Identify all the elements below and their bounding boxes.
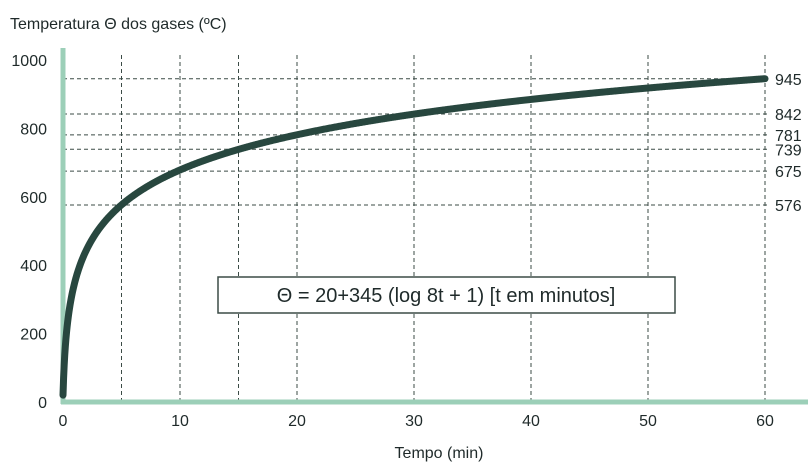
- y-tick-label: 200: [20, 327, 47, 344]
- x-tick-label: 60: [756, 413, 774, 430]
- x-tick-label: 40: [522, 413, 540, 430]
- x-tick-label: 30: [405, 413, 423, 430]
- x-tick-label: 50: [639, 413, 657, 430]
- right-temperature-label: 781: [775, 128, 802, 145]
- right-temperature-label: 739: [775, 142, 802, 159]
- y-tick-label: 0: [38, 395, 47, 412]
- formula-box: Θ = 20+345 (log 8t + 1) [t em minutos]: [217, 276, 676, 314]
- formula-box-frame: [217, 276, 676, 314]
- grid-layer: [63, 52, 770, 402]
- x-tick-label: 0: [59, 413, 68, 430]
- series-layer: [59, 75, 769, 399]
- formula-text: Θ = 20+345 (log 8t + 1) [t em minutos]: [277, 285, 616, 307]
- right-temperature-label: 675: [775, 164, 802, 181]
- chart-title: Temperatura Θ dos gases (ºC): [10, 16, 227, 33]
- x-tick-label: 20: [288, 413, 306, 430]
- y-tick-label: 800: [20, 121, 47, 138]
- right-temperature-label: 842: [775, 107, 802, 124]
- tick-layer: 0 200 400 600 800 1000 0 10 20 30 40 50 60: [11, 53, 774, 430]
- x-tick-label: 10: [171, 413, 189, 430]
- y-tick-label: 400: [20, 258, 47, 275]
- y-tick-label: 600: [20, 190, 47, 207]
- right-temperature-label: 576: [775, 198, 802, 215]
- temperature-curve: [59, 75, 769, 399]
- axis-layer: [60, 48, 808, 405]
- right-temperature-label: 945: [775, 72, 802, 89]
- x-axis-label: Tempo (min): [395, 445, 484, 462]
- y-tick-label: 1000: [11, 53, 47, 70]
